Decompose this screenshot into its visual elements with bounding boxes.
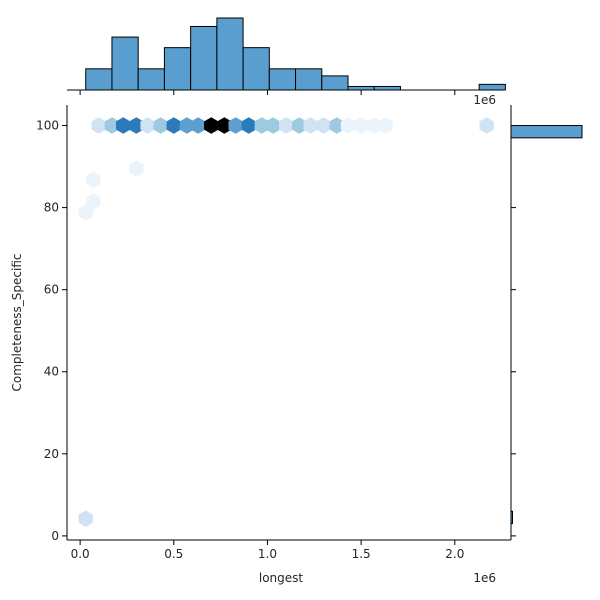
hexbin-cell-15 <box>279 117 294 134</box>
y-tick-label-0: 0 <box>51 529 59 543</box>
top-hist-bar-0 <box>85 68 113 91</box>
y-axis-ticks: 0 20 40 60 80 100 <box>36 119 67 543</box>
hexbin-cell-23 <box>378 117 393 134</box>
top-hist-bar-7 <box>268 68 297 91</box>
hexbin-cell-29 <box>78 510 93 527</box>
right-hist-bar-0 <box>510 125 583 139</box>
hexbin-cell-21 <box>353 117 369 134</box>
top-hist-bar-9 <box>321 75 349 91</box>
hexbin-cell-0 <box>91 117 107 134</box>
x-axis-ticks: 0.0 0.5 1.0 1.5 2.0 <box>71 540 464 561</box>
right-marginal-histogram <box>510 125 583 525</box>
top-hist-bar-15 <box>478 83 506 91</box>
hexbin-cell-27 <box>86 193 101 210</box>
top-hist-bar-4 <box>190 25 218 91</box>
hexbin-cell-2 <box>116 117 131 134</box>
top-hist-bar-2 <box>137 68 165 91</box>
hexbin-cell-14 <box>265 117 281 134</box>
hexbin-cells <box>78 117 494 527</box>
top-hist-bar-10 <box>347 85 375 91</box>
hexbin-cell-5 <box>153 117 168 134</box>
x-offset-label: 1e6 <box>473 571 496 585</box>
hexbin-cell-11 <box>228 117 243 134</box>
top-hist-bar-11 <box>373 85 401 91</box>
x-axis-label: longest <box>259 571 304 585</box>
hexbin-cell-12 <box>241 117 256 134</box>
y-tick-label-4: 80 <box>44 201 59 215</box>
hexbin-cell-17 <box>303 117 318 134</box>
x-tick-label-1: 0.5 <box>164 547 183 561</box>
x-tick-label-4: 2.0 <box>445 547 464 561</box>
x-tick-label-3: 1.5 <box>352 547 371 561</box>
hexbin-cell-25 <box>129 160 144 177</box>
top-marginal-histogram <box>85 17 506 91</box>
hexbin-cell-20 <box>340 117 356 134</box>
top-hist-bar-6 <box>242 47 270 91</box>
hexbin-cell-6 <box>166 117 181 134</box>
top-hist-bar-1 <box>111 36 139 91</box>
top-offset-label: 1e6 <box>473 93 496 107</box>
y-axis-label: Completeness_Specific <box>10 253 24 391</box>
hexbin-cell-28 <box>78 204 93 221</box>
y-tick-label-2: 40 <box>44 365 59 379</box>
hexbin-cell-8 <box>190 117 206 134</box>
right-marginal-ticks <box>511 125 516 537</box>
y-tick-label-3: 60 <box>44 283 59 297</box>
top-hist-bar-5 <box>216 17 244 91</box>
top-marginal-ticks <box>79 90 456 95</box>
hexbin-cell-9 <box>204 117 219 134</box>
hexbin-cell-24 <box>479 117 494 134</box>
hexbin-cell-18 <box>316 117 331 134</box>
y-tick-label-1: 20 <box>44 447 59 461</box>
x-tick-label-0: 0.0 <box>71 547 90 561</box>
top-hist-bar-8 <box>295 68 323 91</box>
y-tick-label-5: 100 <box>36 119 59 133</box>
x-tick-label-2: 1.0 <box>258 547 277 561</box>
hexbin-cell-4 <box>140 117 155 134</box>
top-hist-bar-3 <box>163 47 192 91</box>
hexbin-cell-26 <box>86 171 101 188</box>
